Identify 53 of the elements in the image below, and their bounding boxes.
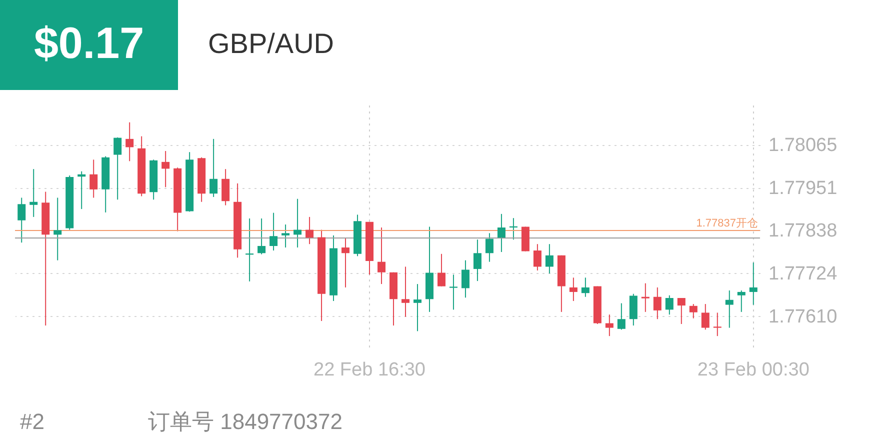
candlestick xyxy=(485,232,494,262)
candlestick xyxy=(30,168,38,218)
text: #2 xyxy=(20,409,44,434)
x-tick-label: 23 Feb 00:30 xyxy=(697,360,810,380)
candlestick xyxy=(378,227,386,285)
candlestick xyxy=(689,304,698,319)
candlestick xyxy=(641,282,650,312)
candlestick xyxy=(210,138,218,198)
candlestick xyxy=(725,290,734,328)
y-tick-label: 1.77724 xyxy=(768,264,838,285)
candlestick xyxy=(258,218,266,255)
candlestick xyxy=(533,244,542,271)
candlestick xyxy=(581,277,590,298)
candlestick xyxy=(473,239,482,282)
candlestick xyxy=(294,198,302,248)
candlestick xyxy=(713,312,722,337)
y-tick-label: 1.77610 xyxy=(768,306,838,328)
x-tick-label: 22 Feb 16:30 xyxy=(314,360,426,380)
candlestick xyxy=(701,304,710,330)
candlestick xyxy=(282,224,290,248)
candlestick xyxy=(629,293,638,326)
candlestick xyxy=(306,216,314,245)
candlestick xyxy=(90,159,98,198)
candlestick xyxy=(54,197,62,261)
candlestick xyxy=(270,212,278,251)
text: $0.17 xyxy=(34,19,144,68)
candlestick xyxy=(18,197,26,244)
candlestick xyxy=(545,244,554,274)
y-tick-label: 1.77951 xyxy=(768,178,838,200)
y-tick-label: 1.78065 xyxy=(768,135,838,156)
candlestick xyxy=(617,302,626,330)
chart-title: GBP/AUD xyxy=(208,28,334,59)
candlestick xyxy=(665,294,674,316)
candlestick xyxy=(342,238,350,288)
ref-line-label: 1.77837开仓 xyxy=(696,218,758,230)
candlestick xyxy=(605,314,614,337)
candlestick xyxy=(569,277,578,302)
candlestick xyxy=(126,122,134,162)
candlestick xyxy=(401,266,410,318)
candlestick xyxy=(413,284,422,332)
candlestick xyxy=(162,150,170,188)
candlestick xyxy=(449,274,458,310)
candlestick xyxy=(497,213,506,252)
candlestick xyxy=(653,286,662,320)
candlestick xyxy=(737,290,746,312)
candlestick xyxy=(461,260,470,298)
candlestick xyxy=(677,297,686,324)
candlestick xyxy=(222,168,230,206)
candlestick xyxy=(114,136,122,200)
candlestick xyxy=(749,262,758,306)
y-tick-label: 1.77838 xyxy=(768,220,838,242)
text: 订单号 1849770372 xyxy=(148,409,342,434)
candlestick xyxy=(437,253,446,287)
